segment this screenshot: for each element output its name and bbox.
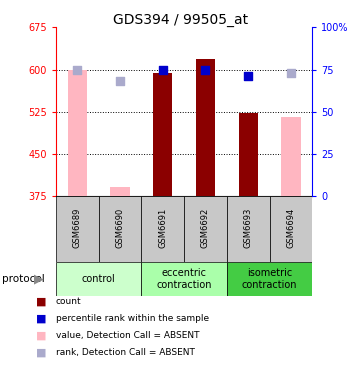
Text: ■: ■ xyxy=(36,314,47,324)
Text: count: count xyxy=(56,298,82,306)
Text: GSM6689: GSM6689 xyxy=(73,207,82,248)
Text: ▶: ▶ xyxy=(34,273,43,285)
Bar xyxy=(227,262,312,296)
Text: value, Detection Call = ABSENT: value, Detection Call = ABSENT xyxy=(56,331,200,340)
Text: ■: ■ xyxy=(36,297,47,307)
Text: protocol: protocol xyxy=(2,274,44,284)
Bar xyxy=(227,196,270,262)
Text: GSM6692: GSM6692 xyxy=(201,207,210,247)
Bar xyxy=(68,70,87,196)
Bar xyxy=(153,73,172,196)
Point xyxy=(245,73,251,79)
Bar xyxy=(270,196,312,262)
Text: ■: ■ xyxy=(36,347,47,358)
Bar xyxy=(239,113,258,196)
Text: rank, Detection Call = ABSENT: rank, Detection Call = ABSENT xyxy=(56,348,195,357)
Text: GDS394 / 99505_at: GDS394 / 99505_at xyxy=(113,13,248,27)
Bar xyxy=(142,262,227,296)
Point xyxy=(117,78,123,84)
Bar xyxy=(56,196,99,262)
Point xyxy=(160,67,166,72)
Text: percentile rank within the sample: percentile rank within the sample xyxy=(56,314,209,323)
Text: isometric
contraction: isometric contraction xyxy=(242,268,297,290)
Point xyxy=(74,67,80,72)
Bar xyxy=(281,117,300,196)
Point xyxy=(288,70,294,76)
Bar xyxy=(56,262,142,296)
Text: control: control xyxy=(82,274,116,284)
Text: GSM6694: GSM6694 xyxy=(286,207,295,247)
Text: GSM6693: GSM6693 xyxy=(244,207,253,248)
Bar xyxy=(110,187,130,196)
Bar xyxy=(184,196,227,262)
Bar xyxy=(196,59,215,196)
Text: ■: ■ xyxy=(36,330,47,341)
Text: eccentric
contraction: eccentric contraction xyxy=(156,268,212,290)
Point xyxy=(203,67,208,72)
Text: GSM6690: GSM6690 xyxy=(116,207,125,247)
Text: GSM6691: GSM6691 xyxy=(158,207,167,247)
Bar xyxy=(142,196,184,262)
Bar xyxy=(99,196,142,262)
